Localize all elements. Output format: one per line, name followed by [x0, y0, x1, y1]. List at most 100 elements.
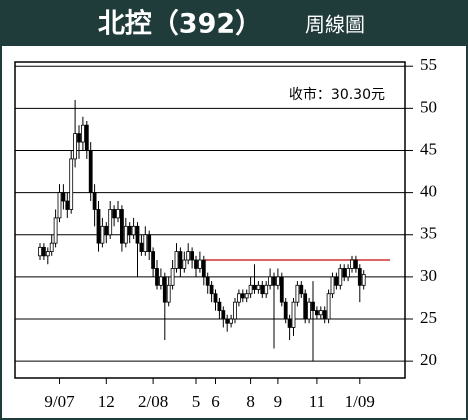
- candle-body: [190, 251, 195, 261]
- candle-body: [81, 124, 85, 143]
- candle-body: [162, 276, 167, 303]
- candle-body: [318, 310, 323, 316]
- candle-body: [361, 273, 366, 286]
- candle-body: [61, 192, 66, 202]
- candle-body: [139, 242, 144, 253]
- candle-body: [314, 310, 319, 316]
- candle-body: [120, 209, 124, 244]
- candle-body: [73, 133, 77, 160]
- candle-body: [170, 268, 175, 286]
- candle-body: [283, 301, 288, 320]
- candle-body: [221, 310, 226, 320]
- candle-body: [108, 209, 113, 236]
- candle-body: [264, 284, 269, 295]
- y-tick-label: 40: [420, 182, 437, 201]
- x-tick-label: 2/08: [138, 392, 168, 411]
- candle-body: [346, 268, 351, 278]
- candle-body: [272, 276, 276, 286]
- x-tick-label: 5: [192, 392, 201, 411]
- candle-body: [182, 259, 187, 269]
- chart-subtitle: 周線圖: [305, 13, 365, 37]
- candle-body: [100, 225, 105, 244]
- candle-body: [322, 310, 327, 320]
- candle-body: [201, 259, 206, 278]
- y-tick-label: 35: [420, 224, 437, 243]
- candle-body: [155, 268, 159, 286]
- candle-body: [252, 284, 257, 290]
- y-tick-label: 30: [420, 266, 437, 285]
- candle-body: [104, 225, 109, 236]
- candle-body: [57, 192, 62, 219]
- candle-body: [213, 293, 218, 303]
- chart-title: 北控（392）: [98, 9, 262, 40]
- candle-body: [334, 276, 339, 286]
- candle-body: [233, 301, 237, 320]
- candle-body: [256, 284, 261, 290]
- candle-body: [166, 284, 171, 303]
- plot-area: [14, 61, 406, 379]
- candle-body: [299, 284, 304, 295]
- x-tick-label: 8: [246, 392, 255, 411]
- candle-body: [45, 251, 50, 257]
- candle-body: [311, 301, 315, 311]
- candle-body: [127, 225, 132, 236]
- y-tick-label: 20: [420, 350, 437, 369]
- candle-body: [38, 246, 42, 257]
- candle-body: [248, 284, 253, 295]
- candle-body: [178, 251, 183, 269]
- candle-body: [116, 209, 120, 219]
- candle-body: [279, 276, 284, 303]
- candle-body: [131, 225, 136, 236]
- y-tick-label: 25: [420, 308, 437, 327]
- candle-body: [205, 276, 210, 286]
- candle-body: [260, 284, 265, 295]
- candle-body: [268, 276, 273, 286]
- candle-body: [303, 293, 308, 320]
- candle-body: [174, 251, 179, 269]
- candle-body: [350, 259, 354, 269]
- candle-body: [342, 268, 347, 278]
- candle-body: [287, 318, 292, 328]
- candle-body: [307, 301, 312, 320]
- candle-body: [326, 293, 331, 320]
- candle-body: [77, 133, 81, 143]
- candle-body: [244, 293, 249, 299]
- candle-body: [143, 234, 148, 253]
- y-tick-label: 45: [420, 139, 437, 158]
- y-tick-label: 55: [420, 55, 437, 74]
- candle-body: [84, 124, 89, 151]
- candle-body: [217, 301, 222, 311]
- candle-body: [275, 276, 280, 286]
- candle-body: [158, 276, 163, 286]
- candle-body: [295, 284, 300, 303]
- x-tick-label: 6: [211, 392, 220, 411]
- candle-body: [49, 242, 54, 253]
- candle-body: [53, 217, 58, 244]
- x-tick-label: 12: [98, 392, 115, 411]
- candle-body: [225, 318, 230, 324]
- candle-body: [147, 234, 152, 253]
- candle-body: [194, 259, 198, 269]
- candle-body: [96, 209, 101, 244]
- y-tick-label: 50: [420, 97, 437, 116]
- candle-body: [88, 150, 93, 194]
- candle-body: [123, 225, 128, 244]
- candle-body: [240, 293, 245, 299]
- x-tick-label: 9/07: [44, 392, 75, 411]
- x-tick-label: 1/09: [345, 392, 375, 411]
- candle-body: [186, 251, 191, 261]
- candle-body: [291, 301, 296, 328]
- candle-body: [42, 246, 46, 257]
- candle-body: [236, 293, 241, 303]
- title-bar: [2, 2, 466, 46]
- x-tick-label: 11: [309, 392, 325, 411]
- candle-body: [209, 284, 214, 295]
- candle-body: [338, 268, 343, 286]
- candle-body: [151, 251, 156, 269]
- candle-body: [357, 268, 362, 286]
- candle-body: [330, 276, 335, 295]
- candle-body: [135, 225, 140, 244]
- candle-body: [353, 259, 358, 269]
